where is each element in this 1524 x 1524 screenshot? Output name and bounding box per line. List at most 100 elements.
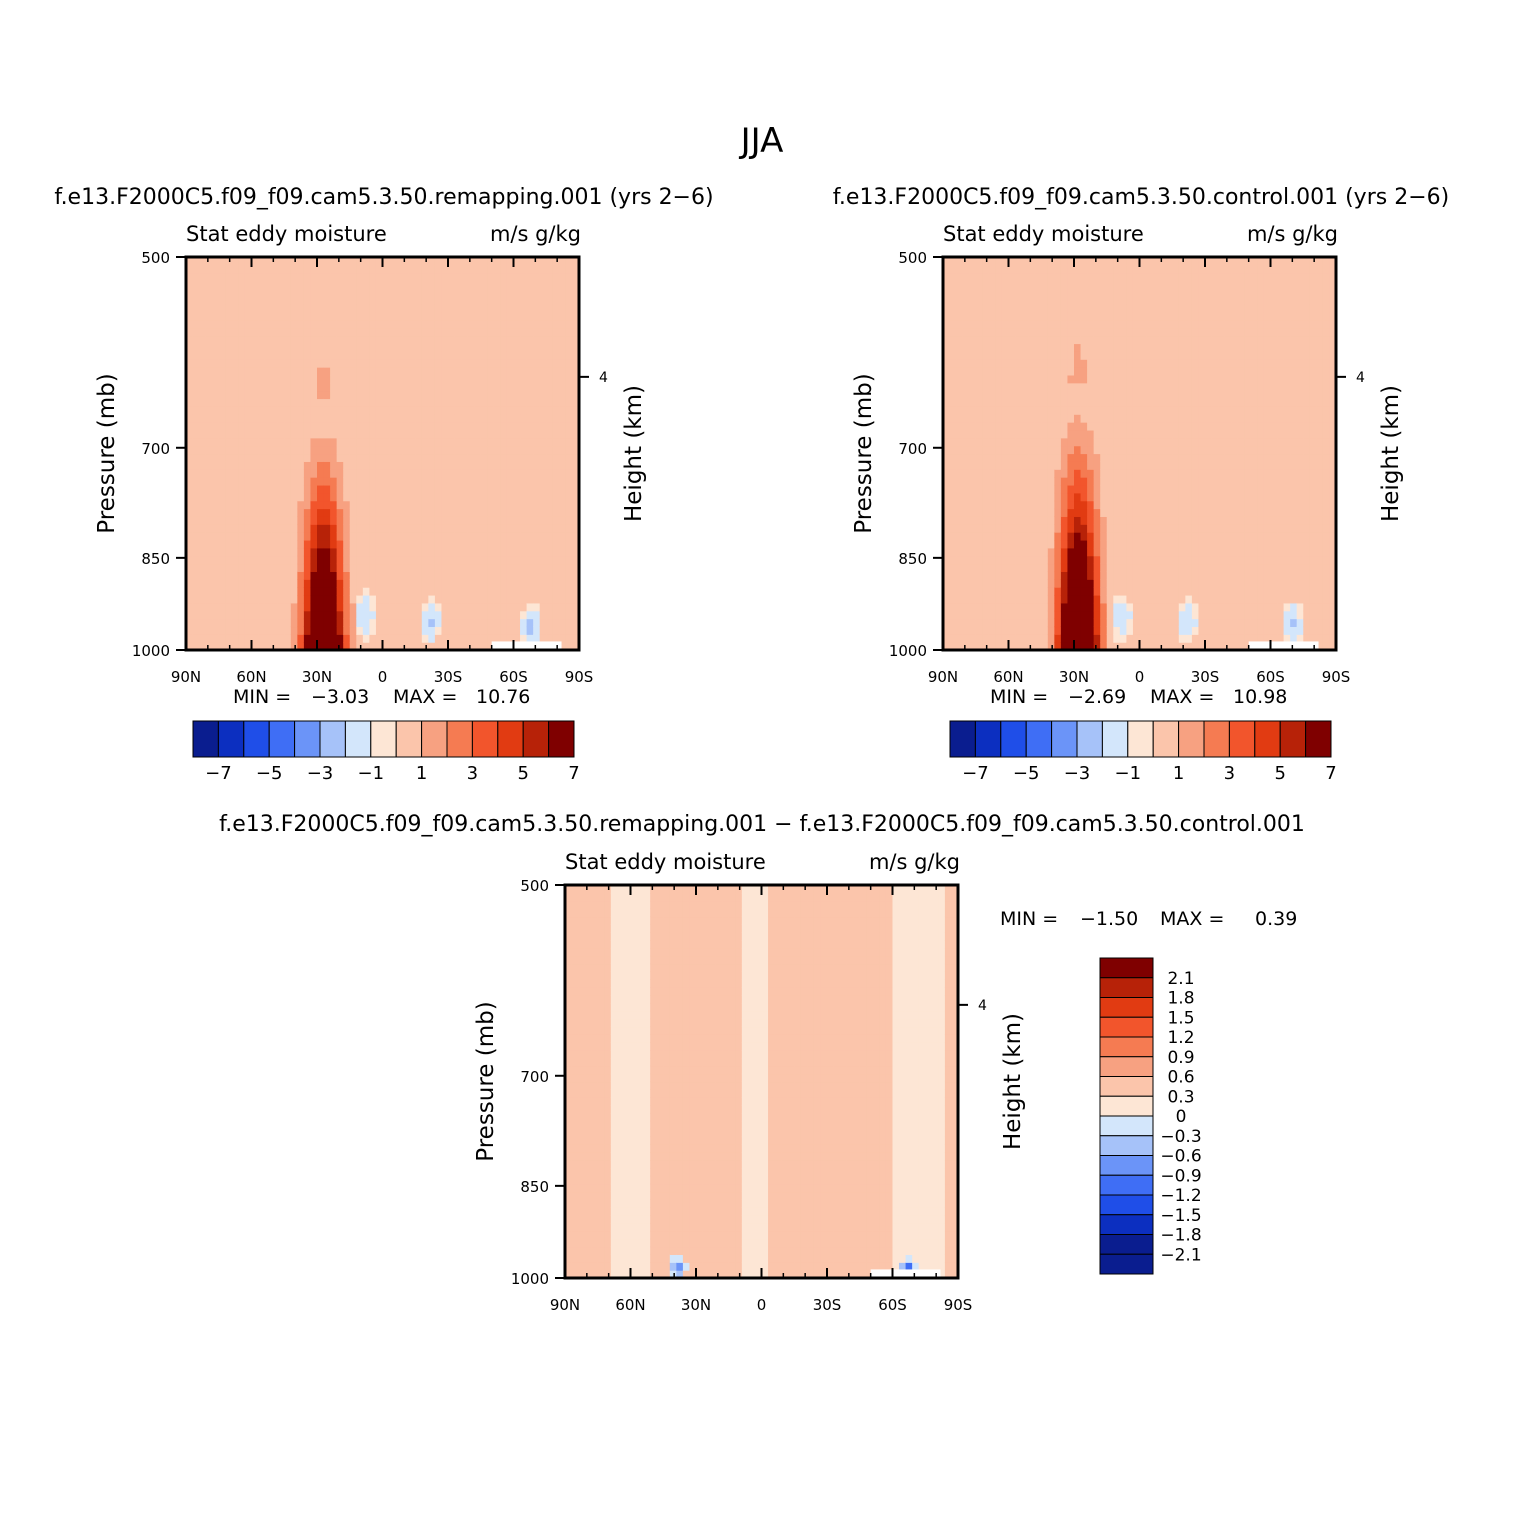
heatmap-cell — [552, 563, 560, 572]
heatmap-cell — [382, 508, 390, 517]
heatmap-cell — [251, 500, 259, 510]
heatmap-cell — [1034, 500, 1042, 510]
heatmap-cell — [572, 272, 580, 282]
heatmap-cell — [461, 414, 469, 423]
heatmap-cell — [297, 634, 305, 643]
heatmap-cell — [251, 563, 259, 572]
heatmap-cell — [1021, 257, 1029, 266]
heatmap-cell — [349, 335, 357, 345]
heatmap-cell — [192, 508, 200, 517]
heatmap-cell — [1087, 367, 1095, 376]
heatmap-cell — [513, 422, 521, 431]
heatmap-cell — [454, 594, 462, 604]
heatmap-cell — [493, 532, 501, 541]
heatmap-cell — [467, 477, 475, 486]
heatmap-cell — [1041, 327, 1049, 337]
heatmap-cell — [284, 390, 292, 400]
heatmap-cell — [559, 618, 567, 628]
heatmap-cell — [506, 343, 515, 352]
heatmap-cell — [487, 359, 495, 368]
heatmap-cell — [1152, 555, 1160, 565]
heatmap-cell — [231, 547, 239, 557]
heatmap-cell — [284, 500, 292, 510]
heatmap-cell — [1139, 547, 1147, 557]
heatmap-cell — [1159, 351, 1167, 360]
heatmap-cell — [546, 319, 554, 329]
heatmap-cell — [969, 500, 977, 510]
heatmap-cell — [1113, 453, 1121, 462]
heatmap-cell — [408, 257, 416, 266]
heatmap-cell — [375, 634, 384, 643]
heatmap-cell — [533, 445, 541, 455]
heatmap-cell — [428, 618, 436, 628]
heatmap-cell — [264, 484, 272, 494]
heatmap-cell — [533, 547, 541, 557]
heatmap-cell — [1060, 414, 1069, 423]
heatmap-cell — [264, 453, 272, 462]
heatmap-cell — [480, 359, 488, 368]
colorbar: −7 −5 −3 −1 1 3 5 7 — [192, 720, 580, 784]
heatmap-cell — [1126, 484, 1134, 494]
heatmap-cell — [943, 547, 951, 557]
heatmap-cell — [1087, 280, 1095, 290]
heatmap-cell — [956, 532, 964, 541]
heatmap-cell — [1178, 524, 1186, 533]
heatmap-cell — [1047, 579, 1055, 588]
heatmap-cell — [1172, 579, 1180, 588]
heatmap-cell — [297, 359, 305, 368]
heatmap-cell — [212, 406, 220, 415]
heatmap-cell — [1001, 414, 1010, 423]
heatmap-cell — [1139, 312, 1147, 321]
heatmap-cell — [552, 367, 560, 376]
heatmap-cell — [982, 327, 990, 337]
heatmap-cell — [552, 437, 560, 447]
heatmap-cell — [238, 642, 246, 651]
heatmap-cell — [956, 602, 964, 612]
heatmap-cell — [244, 500, 253, 510]
heatmap-cell — [1106, 634, 1114, 643]
heatmap-cell — [199, 469, 207, 478]
heatmap-cell — [1008, 642, 1016, 651]
heatmap-cell — [428, 477, 436, 486]
heatmap-cell — [988, 571, 996, 580]
heatmap-cell — [969, 587, 977, 596]
heatmap-cell — [402, 500, 410, 510]
heatmap-cell — [520, 414, 528, 423]
heatmap-cell — [1041, 280, 1049, 290]
heatmap-cell — [205, 264, 213, 274]
heatmap-cell — [225, 516, 233, 525]
heatmap-cell — [323, 390, 331, 400]
heatmap-cell — [1146, 602, 1154, 612]
heatmap-cell — [1067, 343, 1075, 352]
heatmap-cell — [218, 602, 226, 612]
heatmap-cell — [408, 437, 416, 447]
heatmap-cell — [480, 312, 488, 321]
heatmap-cell — [487, 382, 495, 392]
heatmap-cell — [382, 547, 390, 557]
heatmap-cell — [199, 642, 207, 651]
heatmap-cell — [975, 296, 983, 305]
heatmap-cell — [1001, 351, 1010, 360]
heatmap-cell — [506, 547, 515, 557]
heatmap-cell — [988, 437, 996, 447]
heatmap-cell — [408, 272, 416, 282]
heatmap-cell — [231, 618, 239, 628]
heatmap-cell — [199, 547, 207, 557]
heatmap-cell — [1106, 587, 1114, 596]
heatmap-cell — [520, 359, 528, 368]
heatmap-cell — [1028, 579, 1036, 588]
heatmap-cell — [395, 492, 403, 502]
heatmap-cell — [199, 445, 207, 455]
heatmap-cell — [290, 429, 298, 439]
heatmap-cell — [343, 547, 351, 557]
heatmap-cell — [1034, 579, 1042, 588]
heatmap-cell — [1139, 508, 1147, 517]
heatmap-cell — [975, 422, 983, 431]
heatmap-cell — [975, 335, 983, 345]
heatmap-cell — [434, 390, 443, 400]
heatmap-cell — [1054, 579, 1062, 588]
heatmap-cell — [975, 382, 983, 392]
heatmap-cell — [264, 594, 272, 604]
heatmap-cell — [565, 398, 574, 407]
heatmap-cell — [336, 547, 344, 557]
